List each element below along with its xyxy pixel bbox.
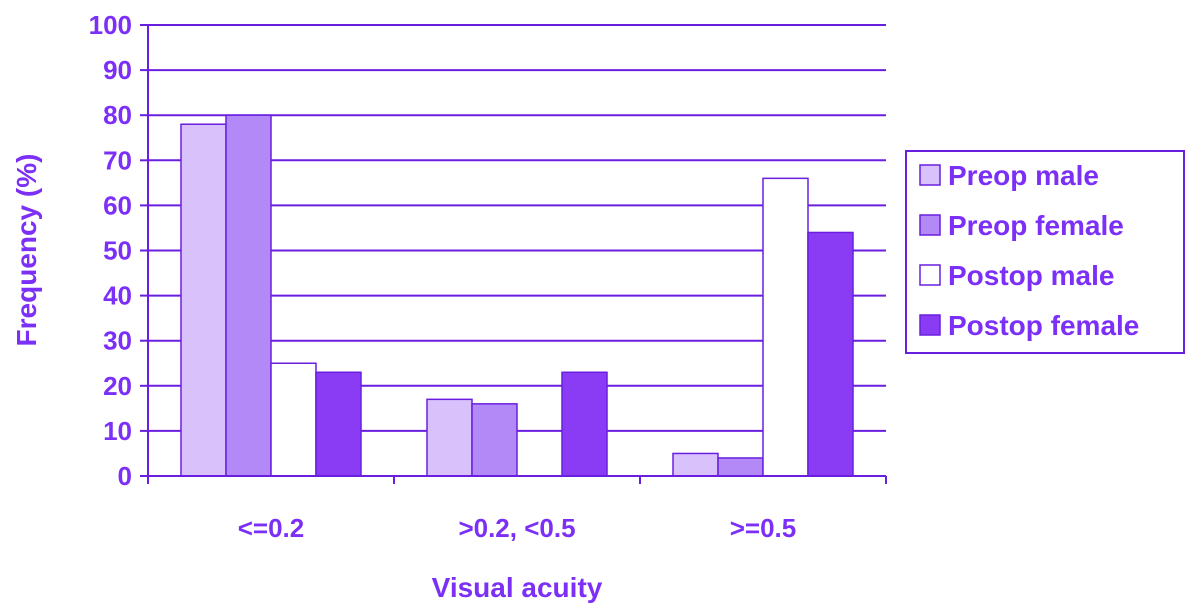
x-tick-label: >0.2, <0.5 — [458, 513, 575, 543]
legend-swatch — [919, 314, 941, 336]
y-tick-label: 100 — [89, 10, 132, 40]
legend-label: Postop female — [948, 310, 1139, 341]
bar-preop-male — [180, 123, 227, 477]
legend-label: Preop male — [948, 160, 1099, 191]
bar-preop-female — [225, 114, 272, 477]
bar-postop-female — [561, 371, 608, 477]
y-tick-label: 40 — [103, 281, 132, 311]
y-axis-title: Frequency (%) — [11, 154, 42, 347]
bar-postop-male — [762, 177, 809, 477]
y-tick-label: 10 — [103, 416, 132, 446]
x-tick-label: <=0.2 — [238, 513, 305, 543]
bar-postop-female — [315, 371, 362, 477]
bar-preop-female — [717, 457, 764, 477]
legend-label: Postop male — [948, 260, 1114, 291]
y-tick-label: 50 — [103, 236, 132, 266]
bars — [180, 114, 854, 477]
legend-box — [905, 150, 1185, 354]
bar-postop-male — [270, 362, 317, 477]
axes — [147, 25, 887, 484]
bar-postop-female — [807, 231, 854, 477]
legend-label: Preop female — [948, 210, 1124, 241]
legend-swatch — [919, 264, 941, 286]
x-tick-labels: <=0.2 >0.2, <0.5 >=0.5 — [238, 513, 797, 543]
x-axis-title: Visual acuity — [432, 572, 603, 603]
legend-swatch — [919, 214, 941, 236]
y-tick-labels: 0 10 20 30 40 50 60 70 80 90 100 — [89, 10, 132, 491]
legend-swatch — [919, 164, 941, 186]
y-tick-label: 60 — [103, 190, 132, 220]
bar-preop-male — [426, 398, 473, 477]
legend: Preop male Preop female Postop male Postop … — [905, 150, 1185, 354]
y-tick-label: 0 — [118, 461, 132, 491]
bar-preop-male — [672, 452, 719, 477]
x-tick-label: >=0.5 — [730, 513, 797, 543]
y-tick-label: 90 — [103, 55, 132, 85]
bar-preop-female — [471, 403, 518, 477]
y-tick-label: 70 — [103, 145, 132, 175]
y-tick-label: 30 — [103, 326, 132, 356]
y-tick-label: 80 — [103, 100, 132, 130]
y-tick-label: 20 — [103, 371, 132, 401]
